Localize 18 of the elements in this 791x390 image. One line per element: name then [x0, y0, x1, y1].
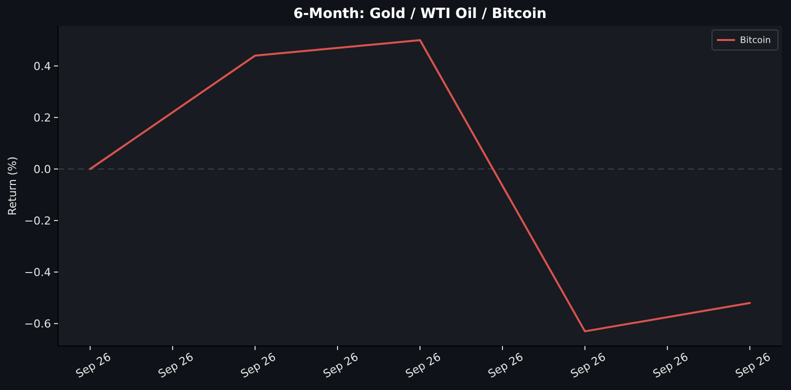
- y-tick-label: −0.6: [24, 317, 51, 330]
- x-tick-label: Sep 26: [238, 350, 278, 381]
- x-tick-label: Sep 26: [733, 350, 773, 381]
- y-tick-label: 0.2: [34, 111, 51, 124]
- x-tick-label: Sep 26: [650, 350, 690, 381]
- x-tick-label: Sep 26: [320, 350, 361, 381]
- x-tick-label: Sep 26: [403, 350, 444, 381]
- x-tick-label: Sep 26: [486, 350, 526, 381]
- x-tick-label: Sep 26: [156, 350, 196, 381]
- y-tick-label: −0.4: [24, 266, 51, 279]
- x-tick-label: Sep 26: [568, 350, 608, 381]
- y-tick-label: −0.2: [24, 214, 51, 228]
- x-tick-label: Sep 26: [74, 350, 114, 381]
- y-tick-label: 0.4: [34, 60, 51, 73]
- legend-label: Bitcoin: [740, 36, 771, 46]
- y-axis-title: Return (%): [6, 156, 19, 216]
- chart-title: 6-Month: Gold / WTI Oil / Bitcoin: [293, 6, 547, 22]
- y-tick-label: 0.0: [34, 162, 51, 176]
